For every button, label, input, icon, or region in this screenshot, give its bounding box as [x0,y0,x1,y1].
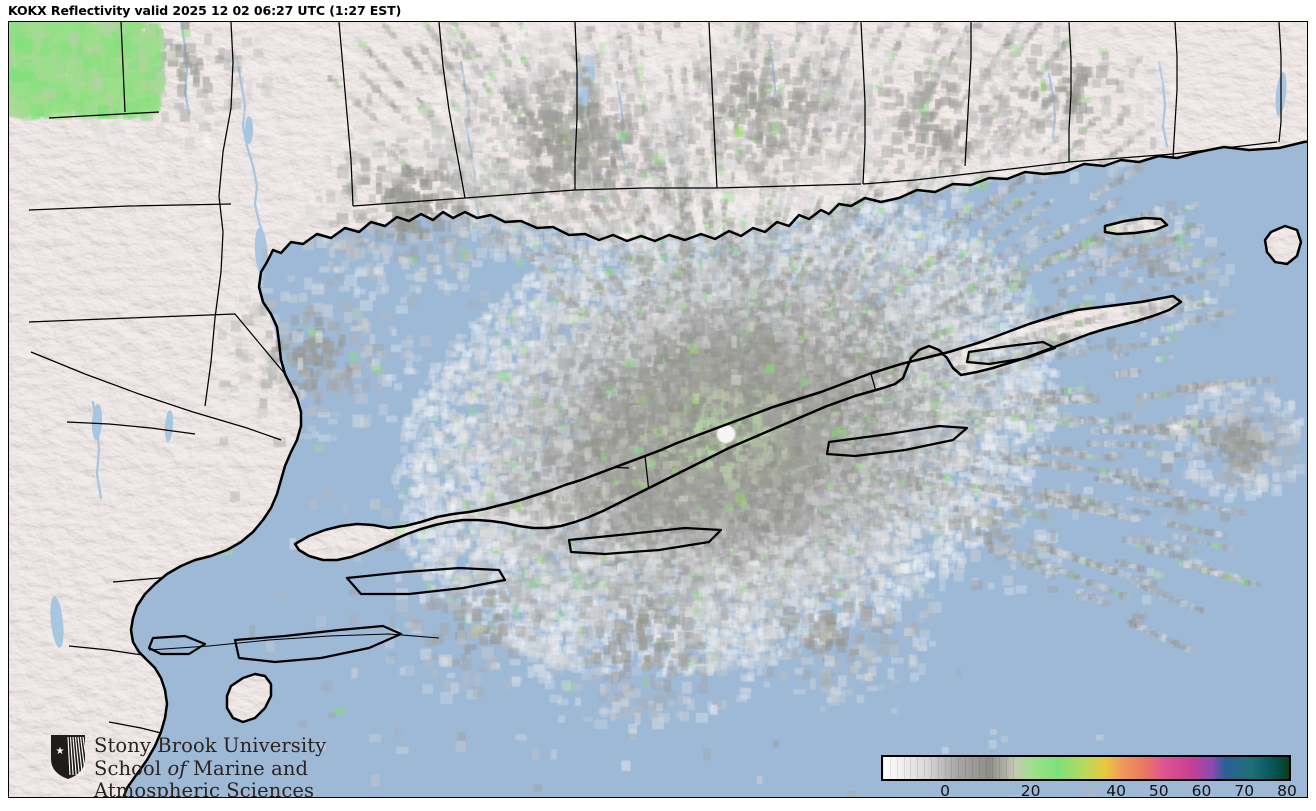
colorbar-tick-80: 80 [1277,782,1297,798]
colorbar-tick-70: 70 [1234,782,1255,798]
colorbar-tick-labels: 0 20 40 50 60 70 80 [881,782,1297,798]
boundary-overlay-layer [28,22,1307,797]
colorbar[interactable] [881,755,1291,781]
logo-line-2-of: of [167,756,187,780]
logo-text: Stony Brook University School of Marine … [94,734,327,798]
logo-line-2-b: Marine and [186,756,309,780]
sbu-logo: ★ Stony Brook University School of Marin… [51,734,327,798]
map-layer-stack [9,22,1307,797]
colorbar-tick-50: 50 [1148,782,1169,798]
logo-line-1: Stony Brook University [94,734,327,757]
page-title: KOKX Reflectivity valid 2025 12 02 06:27… [8,3,402,18]
colorbar-tick-60: 60 [1191,782,1212,798]
colorbar-tick-20: 20 [1020,782,1041,798]
logo-line-2-a: School [94,756,168,780]
colorbar-gradient [883,757,1289,779]
logo-line-2: School of Marine and [94,756,326,781]
svg-text:★: ★ [56,746,65,757]
shield-icon: ★ [51,735,85,779]
logo-line-3: Atmospheric Sciences [94,779,315,798]
colorbar-tick-0: 0 [940,782,951,798]
colorbar-tick-40: 40 [1106,782,1126,798]
radar-map-frame[interactable]: 0 20 40 50 60 70 80 ★ Stony Brook University S… [8,21,1308,798]
radar-echo-layer [9,22,1307,797]
